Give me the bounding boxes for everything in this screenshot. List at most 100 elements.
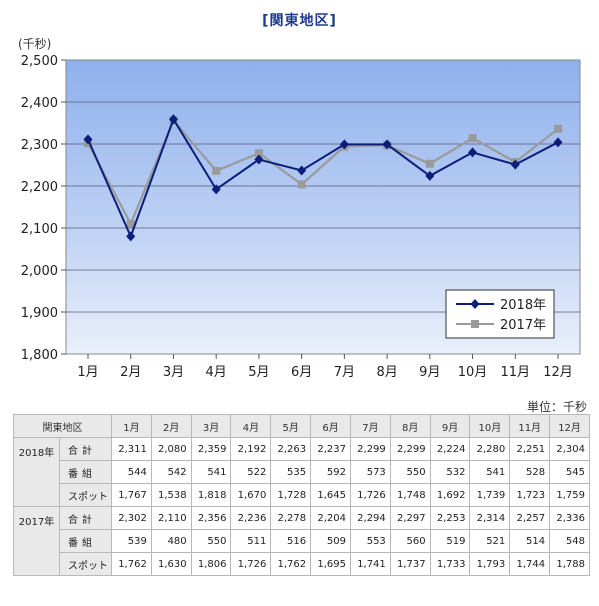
line-chart: (千秒) 1,800 1,900 2,000 2,100 2,200 2,300 2,400… — [18, 37, 581, 380]
value-cell: 541 — [190, 460, 232, 484]
value-cell: 2,204 — [310, 506, 351, 530]
value-cell: 2,237 — [310, 437, 351, 461]
x-tick-label: 5月 — [248, 365, 269, 380]
y-tick-labels: 1,800 1,900 2,000 2,100 2,200 2,300 2,400 2,500 — [21, 54, 58, 363]
data-point-2018 — [297, 165, 307, 176]
month-header: 5月 — [270, 414, 312, 438]
legend-marker-diamond — [470, 299, 480, 309]
data-point-2017 — [254, 149, 263, 158]
value-cell: 1,630 — [150, 552, 192, 576]
x-tick-label: 11月 — [500, 365, 530, 380]
value-cell: 2,304 — [549, 437, 590, 461]
value-cell: 1,767 — [111, 483, 152, 507]
month-header: 10月 — [469, 414, 511, 438]
month-header: 6月 — [310, 414, 351, 438]
value-cell: 1,692 — [429, 483, 471, 507]
data-point-2017 — [297, 180, 306, 189]
legend-marker-square — [471, 320, 479, 328]
month-header: 4月 — [230, 414, 272, 438]
value-cell: 2,336 — [549, 506, 590, 530]
y-tick-label: 2,300 — [21, 138, 58, 153]
data-point-2018 — [254, 154, 264, 165]
table-row: 番組 544 542 541 522 535 592 573 550 532 541 528 545 — [14, 460, 590, 484]
value-cell: 2,263 — [270, 437, 312, 461]
month-header: 11月 — [509, 414, 551, 438]
value-cell: 550 — [389, 460, 431, 484]
x-tick-label: 3月 — [163, 365, 184, 380]
value-cell: 535 — [270, 460, 312, 484]
value-cell: 545 — [549, 460, 590, 484]
x-tick-label: 2月 — [120, 365, 141, 380]
value-cell: 1,737 — [389, 552, 431, 576]
value-cell: 542 — [150, 460, 192, 484]
value-cell: 553 — [349, 529, 391, 553]
data-point-2017 — [425, 159, 434, 168]
value-cell: 1,788 — [549, 552, 590, 576]
y-tick-label: 1,900 — [21, 306, 58, 321]
value-cell: 1,726 — [230, 552, 272, 576]
value-cell: 560 — [389, 529, 431, 553]
value-cell: 1,762 — [270, 552, 312, 576]
month-header: 8月 — [389, 414, 431, 438]
value-cell: 2,294 — [349, 506, 391, 530]
value-cell: 2,080 — [150, 437, 192, 461]
value-cell: 2,257 — [509, 506, 551, 530]
month-header: 3月 — [190, 414, 232, 438]
value-cell: 550 — [190, 529, 232, 553]
x-tick-label: 8月 — [376, 365, 397, 380]
data-point-2018 — [168, 114, 178, 125]
value-cell: 1,793 — [469, 552, 511, 576]
chart-title: [関東地区] — [262, 13, 337, 29]
table-row: 2017年 合計 2,302 2,110 2,356 2,236 2,278 2,204 2,2… — [13, 506, 590, 576]
y-tick-label: 2,200 — [21, 180, 58, 195]
month-header: 9月 — [429, 414, 471, 438]
data-point-2018 — [211, 184, 221, 195]
value-cell: 592 — [310, 460, 351, 484]
year-cell: 2017年 — [13, 506, 60, 576]
value-cell: 514 — [509, 529, 551, 553]
value-cell: 1,741 — [349, 552, 391, 576]
x-tick-label: 10月 — [458, 365, 488, 380]
data-point-2017 — [126, 219, 135, 228]
value-cell: 1,733 — [429, 552, 471, 576]
value-cell: 2,224 — [429, 437, 471, 461]
data-point-2018 — [339, 139, 349, 150]
month-header: 12月 — [549, 414, 590, 438]
table-row: 番組 539 480 550 511 516 509 553 560 519 521 514 548 — [14, 529, 590, 553]
value-cell: 522 — [230, 460, 272, 484]
value-cell: 532 — [429, 460, 471, 484]
row-label: スポット — [59, 483, 112, 507]
data-point-2018 — [425, 170, 435, 181]
value-cell: 2,297 — [389, 506, 431, 530]
x-tick-label: 12月 — [543, 365, 573, 380]
value-cell: 541 — [469, 460, 511, 484]
data-point-2018 — [83, 134, 93, 145]
month-header: 7月 — [349, 414, 391, 438]
value-cell: 2,251 — [509, 437, 551, 461]
year-cell: 2018年 — [13, 437, 60, 507]
legend: 2018年 2017年 — [445, 289, 555, 339]
data-point-2018 — [553, 137, 563, 148]
value-cell: 2,253 — [429, 506, 471, 530]
value-cell: 2,311 — [111, 437, 152, 461]
y-tick-label: 2,400 — [21, 96, 58, 111]
data-point-2017 — [468, 134, 477, 143]
y-tick-label: 2,100 — [21, 222, 58, 237]
value-cell: 2,359 — [190, 437, 232, 461]
value-cell: 1,744 — [509, 552, 551, 576]
y-tick-label: 2,000 — [21, 264, 58, 279]
value-cell: 1,762 — [111, 552, 152, 576]
data-point-2018 — [468, 147, 478, 158]
x-tick-label: 4月 — [206, 365, 227, 380]
value-cell: 1,806 — [190, 552, 232, 576]
unit-note: 単位：千秒 — [526, 400, 587, 414]
value-cell: 2,356 — [190, 506, 232, 530]
y-tick-label: 1,800 — [21, 348, 58, 363]
value-cell: 1,739 — [469, 483, 511, 507]
table-row: 2018年 合計 2,311 2,080 2,359 2,192 2,263 2,237 2,2… — [13, 437, 590, 507]
data-point-2018 — [126, 231, 136, 242]
value-cell: 480 — [150, 529, 192, 553]
value-cell: 1,759 — [549, 483, 590, 507]
value-cell: 2,314 — [469, 506, 511, 530]
x-tick-label: 7月 — [334, 365, 355, 380]
